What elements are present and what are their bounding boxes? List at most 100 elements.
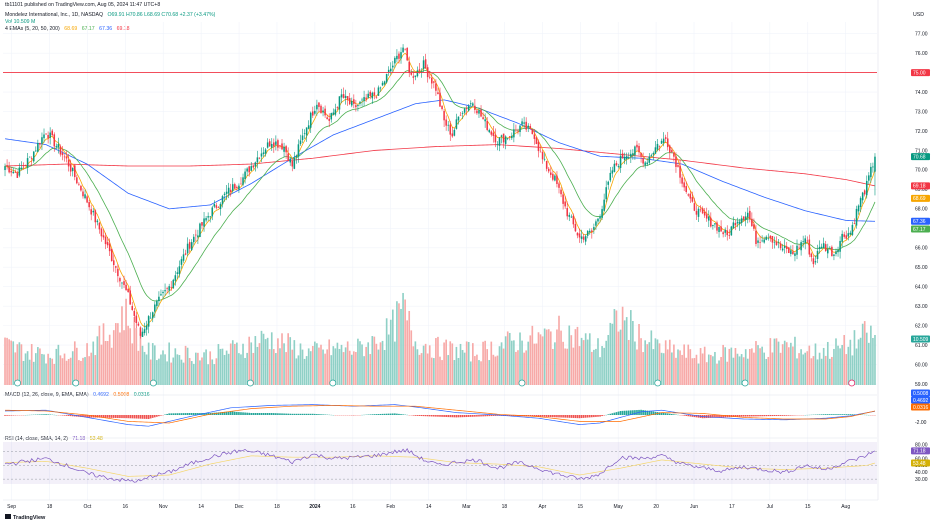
- macd-hist-296: [611, 413, 614, 415]
- volume-bar-420: [865, 332, 868, 385]
- volume-bar-199: [412, 346, 415, 385]
- volume-bar-21: [47, 353, 49, 385]
- macd-hist-152: [316, 414, 318, 415]
- candle-body-315: [650, 155, 653, 157]
- volume-bar-219: [453, 360, 456, 385]
- candle-body-404: [833, 254, 835, 256]
- macd-hist-51: [108, 415, 111, 418]
- volume-bar-328: [677, 349, 679, 385]
- volume-bar-129: [268, 349, 271, 385]
- volume-bar-248: [513, 340, 515, 385]
- macd-hist-17: [39, 414, 41, 415]
- rsi-pane: [3, 437, 877, 483]
- candle-body-51: [108, 243, 111, 252]
- macd-hist-277: [572, 415, 575, 418]
- volume-bar-207: [428, 345, 431, 385]
- x-tick-label-1: 18: [47, 504, 53, 510]
- candle-body-48: [102, 235, 105, 238]
- volume-bar-65: [137, 350, 140, 385]
- volume-bar-96: [201, 357, 203, 385]
- candle-body-399: [822, 243, 825, 249]
- macd-hist-83: [174, 413, 177, 415]
- macd-hist-110: [229, 411, 232, 415]
- candle-body-234: [484, 119, 486, 122]
- macd-hist-316: [652, 411, 655, 415]
- macd-hist-34: [73, 415, 76, 417]
- volume-bar-173: [359, 341, 361, 385]
- price-label-4-bg: [911, 225, 930, 233]
- volume-bar-121: [252, 352, 255, 385]
- volume-bar-193: [400, 308, 402, 385]
- macd-hist-67: [141, 415, 144, 419]
- volume-bar-98: [205, 349, 207, 385]
- macd-hist-73: [153, 415, 156, 418]
- volume-bar-235: [486, 349, 489, 385]
- candle-body-280: [578, 233, 581, 238]
- volume-bar-348: [718, 360, 720, 385]
- candle-body-99: [207, 216, 209, 218]
- price-label-3: 67.36: [913, 219, 926, 225]
- candle-body-199: [412, 76, 415, 78]
- volume-bar-393: [810, 358, 813, 385]
- macd-hist-350: [722, 415, 724, 418]
- volume-price-label-bg: [911, 335, 930, 343]
- candle-body-367: [757, 240, 759, 243]
- candle-body-398: [820, 246, 823, 249]
- volume-bar-22: [49, 357, 51, 385]
- candle-body-92: [193, 236, 195, 243]
- volume-bar-191: [396, 301, 398, 385]
- candle-body-370: [763, 239, 765, 243]
- macd-hist-287: [593, 415, 595, 418]
- candle-body-339: [699, 209, 702, 211]
- volume-bar-110: [229, 343, 232, 385]
- macd-hist-136: [283, 413, 285, 415]
- volume-bar-226: [467, 341, 470, 385]
- y-tick-label-11: 66.00: [915, 246, 928, 252]
- macd-hist-349: [720, 415, 722, 418]
- macd-hist-331: [683, 415, 685, 416]
- macd-hist-205: [424, 415, 427, 417]
- volume-bar-125: [260, 330, 263, 385]
- volume-bar-59: [125, 298, 127, 385]
- volume-bar-389: [802, 354, 804, 385]
- candle-body-263: [543, 158, 546, 160]
- volume-bar-343: [707, 354, 710, 385]
- volume-bar-364: [751, 348, 753, 385]
- candlesticks: [4, 44, 876, 339]
- macd-hist-50: [106, 415, 109, 418]
- macd-hist-286: [591, 415, 593, 418]
- volume-bar-243: [502, 348, 505, 385]
- macd-hist-127: [264, 413, 267, 415]
- volume-bar-221: [457, 358, 460, 385]
- candle-body-49: [104, 236, 107, 245]
- candle-body-222: [459, 114, 462, 116]
- macd-hist-325: [671, 414, 673, 415]
- volume-bar-419: [863, 321, 866, 385]
- candle-body-299: [617, 166, 620, 167]
- candle-body-227: [469, 103, 472, 105]
- candle-body-262: [541, 152, 544, 160]
- volume-bar-289: [597, 338, 599, 385]
- candle-body-11: [26, 158, 29, 168]
- macd-hist-291: [601, 415, 603, 417]
- candle-body-7: [18, 167, 21, 176]
- volume-bar-370: [763, 352, 765, 385]
- volume-bar-266: [549, 331, 552, 385]
- candle-body-298: [615, 163, 618, 166]
- candle-body-54: [115, 266, 117, 268]
- rsi-legend[interactable]: RSI (14, close, SMA, 14, 2) 71.18 53.48: [5, 436, 106, 443]
- ema-legend[interactable]: 4 EMAs (5, 20, 50, 200) 68.69 67.17 67.3…: [5, 26, 133, 33]
- macd-hist-87: [182, 413, 185, 415]
- volume-bar-407: [839, 348, 841, 385]
- volume-bar-360: [742, 357, 745, 385]
- candle-body-268: [554, 175, 556, 181]
- ema20-line: [5, 70, 876, 302]
- candle-body-188: [389, 68, 392, 72]
- volume-bar-216: [447, 355, 450, 385]
- volume-bar-187: [387, 334, 390, 385]
- candle-body-382: [788, 247, 790, 254]
- candle-body-62: [131, 306, 134, 310]
- volume-bar-339: [699, 348, 702, 385]
- time-axis: Sep 18 Oct 16 Nov 14 Dec 18 2024 16 Feb 14 Mar 18 Apr 1…: [3, 499, 878, 510]
